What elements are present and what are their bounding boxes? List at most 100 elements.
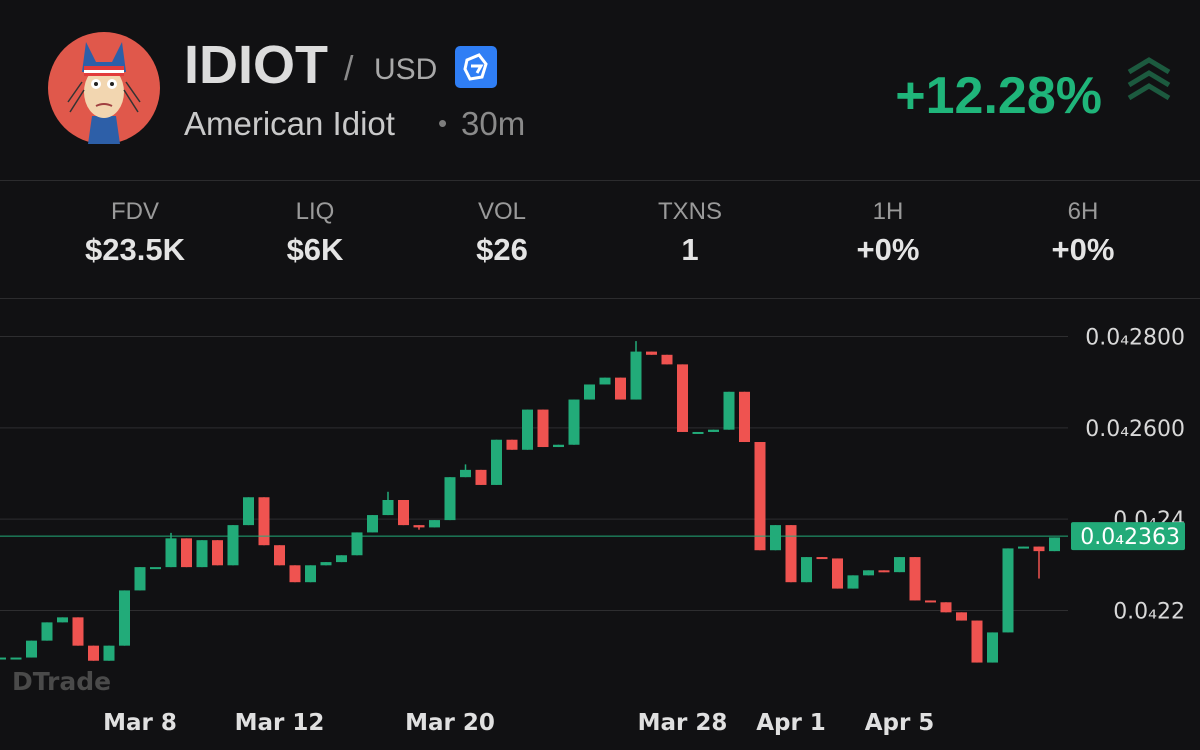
stat: 1H +0% (788, 198, 988, 268)
candle-body (646, 351, 657, 355)
price-tag-label: 0.0₄2363 (1080, 525, 1180, 550)
candle-body (258, 497, 270, 546)
candle-body (367, 515, 378, 533)
candle-body (956, 612, 967, 621)
candle-body (537, 409, 549, 448)
stat: LIQ $6K (215, 198, 415, 268)
candle-body (103, 645, 115, 661)
candle-body (739, 391, 750, 443)
stat-value: +0% (1051, 232, 1115, 267)
y-tick-label: 0.0₄2800 (1085, 326, 1185, 351)
candle-body (196, 540, 208, 568)
candle-body (119, 590, 130, 646)
stat: 6H +0% (983, 198, 1183, 268)
candle-body (212, 540, 223, 566)
candle-body (0, 657, 6, 660)
candle-body (971, 620, 983, 663)
candle-body (444, 477, 456, 521)
token-symbol: IDIOT (184, 35, 328, 95)
stat: VOL $26 (402, 198, 602, 268)
candle-body (506, 439, 518, 450)
candle-body (615, 377, 626, 400)
divider (0, 298, 1200, 299)
divider (0, 180, 1200, 181)
candle-body (754, 442, 766, 551)
candle-body (801, 557, 812, 583)
candle-body (274, 545, 285, 566)
x-tick-label: Mar 12 (235, 710, 325, 736)
candle-body (894, 557, 905, 573)
dot-separator: • (438, 108, 448, 138)
candle-body (289, 565, 301, 583)
trend-icon (1127, 57, 1171, 101)
candle-body (816, 557, 828, 560)
candle-body (987, 632, 998, 663)
candle-body (491, 439, 502, 485)
candle-body (41, 622, 53, 641)
stat: FDV $23.5K (35, 198, 235, 268)
candle-body (134, 567, 146, 591)
candle-body (723, 391, 735, 430)
x-tick-label: Mar 8 (103, 710, 177, 736)
candle-body (878, 570, 890, 573)
candle-body (847, 575, 859, 589)
token-avatar (48, 32, 160, 144)
candle-body (88, 645, 99, 661)
x-tick-label: Apr 1 (756, 710, 826, 736)
candle-body (320, 562, 332, 566)
candle-body (243, 497, 254, 526)
stat-value: $6K (286, 232, 344, 267)
candle-body (305, 565, 316, 583)
stat-label: FDV (111, 198, 159, 225)
x-tick-label: Apr 5 (865, 710, 935, 736)
y-tick-label: 0.0₄2600 (1085, 417, 1185, 442)
candle-body (661, 354, 673, 365)
watermark: DTrade (12, 667, 111, 696)
y-tick-label: 0.0₄22 (1113, 600, 1185, 625)
candle-body (940, 602, 952, 613)
candle-body (1033, 546, 1045, 552)
candle-body (909, 557, 921, 601)
candle-body (863, 570, 874, 576)
candle-body (832, 558, 843, 589)
interval: 30m (461, 105, 526, 142)
candle-body (336, 555, 347, 563)
x-tick-label: Mar 28 (638, 710, 728, 736)
stat-value: +0% (856, 232, 920, 267)
stat-value: $26 (476, 232, 528, 267)
candle-body (181, 538, 192, 568)
candle-body (568, 399, 580, 445)
candle-body (630, 351, 642, 400)
candle-body (72, 617, 84, 646)
stat-value: 1 (681, 232, 699, 267)
candle-body (10, 657, 22, 660)
stat-value: $23.5K (85, 232, 185, 267)
candle-body (429, 520, 440, 528)
candle-body (770, 525, 781, 551)
stat: TXNS 1 (590, 198, 790, 268)
stat-label: VOL (477, 198, 527, 225)
candle-body (1049, 537, 1060, 552)
x-tick-label: Mar 20 (405, 710, 495, 736)
price-change: +12.28% (895, 67, 1102, 125)
candle-body (460, 469, 471, 478)
candle-body (227, 525, 239, 566)
candle-body (584, 384, 595, 400)
candle-body (925, 600, 936, 603)
candle-body (413, 525, 425, 528)
candle-body (57, 617, 68, 623)
candle-body (475, 469, 487, 485)
chain-badge (455, 46, 497, 88)
token-name: American Idiot (184, 105, 395, 142)
candle-body (26, 640, 37, 658)
candle-body (599, 377, 611, 385)
candle-body (150, 567, 161, 570)
candle-body (398, 500, 409, 526)
stat-label: 1H (872, 198, 904, 225)
candle-body (382, 500, 394, 516)
stat-label: LIQ (295, 198, 335, 225)
candle-body (785, 525, 797, 583)
